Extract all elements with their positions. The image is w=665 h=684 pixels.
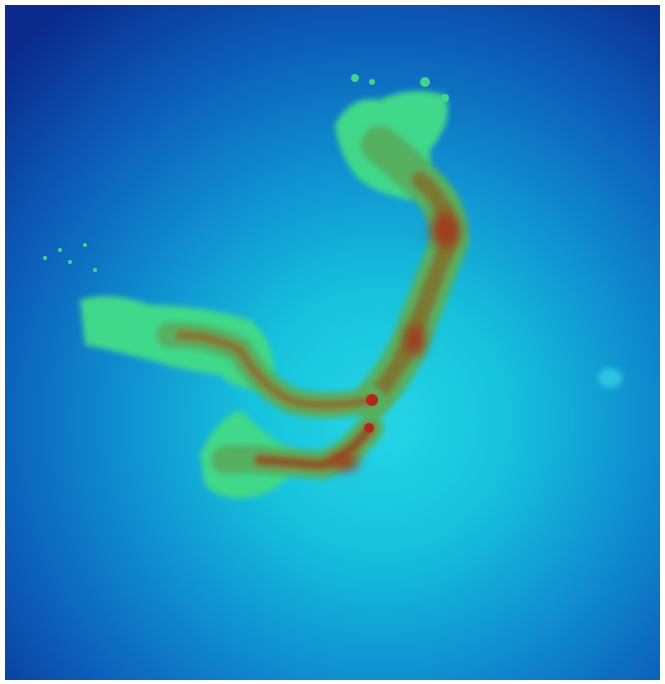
speckles bbox=[43, 74, 449, 343]
jet-cores bbox=[331, 212, 459, 470]
jets bbox=[157, 126, 470, 480]
faint-source bbox=[598, 368, 622, 388]
nucleus bbox=[364, 394, 378, 433]
